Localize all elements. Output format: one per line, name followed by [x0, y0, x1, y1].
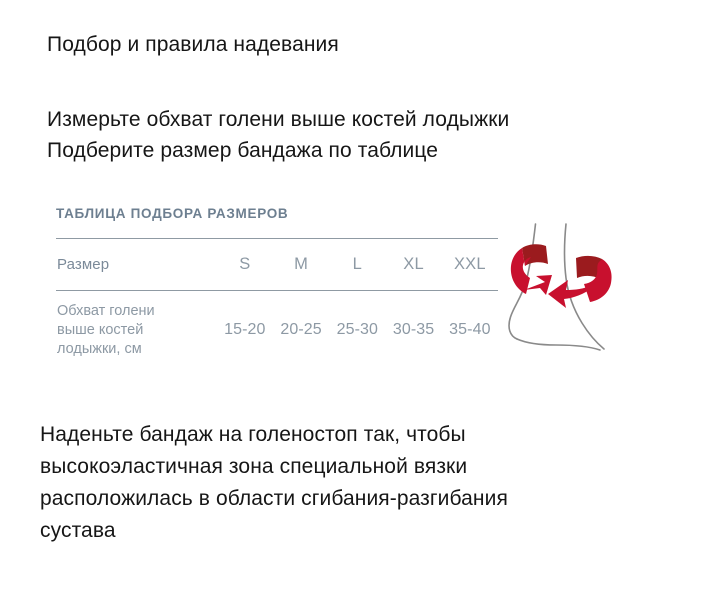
table-rule-top [56, 238, 498, 239]
intro-paragraph: Измерьте обхват голени выше костей лодыж… [47, 104, 509, 166]
size-table-header-label: Размер [57, 255, 110, 273]
measurement-label-line-3: лодыжки, см [57, 340, 142, 357]
measurement-label-line-1: Обхват голени [57, 302, 155, 319]
size-column-header-s: S [239, 254, 251, 273]
foot-measurement-illustration [504, 222, 640, 387]
table-rule-middle [56, 290, 498, 291]
size-table-title: ТАБЛИЦА ПОДБОРА РАЗМЕРОВ [56, 206, 289, 221]
outro-line-1: Наденьте бандаж на голеностоп так, чтобы [40, 423, 466, 446]
size-table-block: ТАБЛИЦА ПОДБОРА РАЗМЕРОВ Размер S M L XL… [56, 205, 676, 370]
measurement-value-m: 20-25 [280, 321, 322, 338]
foot-ankle-icon [508, 223, 612, 351]
page-title: Подбор и правила надевания [47, 33, 339, 56]
outro-paragraph: Наденьте бандаж на голеностоп так, чтобы… [40, 419, 680, 547]
table-row: Обхват голени выше костей лодыжки, см 15… [56, 290, 498, 370]
size-table-header-row: Размер S M L XL XXL [56, 238, 498, 290]
outro-line-3: расположилась в области сгибания-разгиба… [40, 487, 508, 510]
size-table: Размер S M L XL XXL Обхват голени выше к… [56, 238, 498, 370]
measuring-tape-red [510, 244, 612, 308]
measurement-label: Обхват голени выше костей лодыжки, см [56, 290, 217, 370]
size-column-header-m: M [294, 254, 309, 273]
measurement-value-xl: 30-35 [392, 321, 435, 338]
measurement-value-l: 25-30 [336, 321, 379, 338]
intro-line-1: Измерьте обхват голени выше костей лодыж… [47, 108, 510, 131]
size-column-header-l: L [352, 254, 363, 273]
measurement-value-xxl: 35-40 [449, 321, 491, 338]
outro-line-2: высокоэластичная зона специальной вязки [40, 455, 468, 478]
measurement-label-line-2: выше костей [57, 321, 144, 338]
size-column-header-xl: XL [403, 254, 424, 273]
size-column-header-xxl: XXL [453, 254, 486, 273]
outro-line-4: сустава [40, 519, 116, 542]
intro-line-2: Подберите размер бандажа по таблице [47, 139, 439, 162]
measurement-value-s: 15-20 [224, 321, 266, 338]
